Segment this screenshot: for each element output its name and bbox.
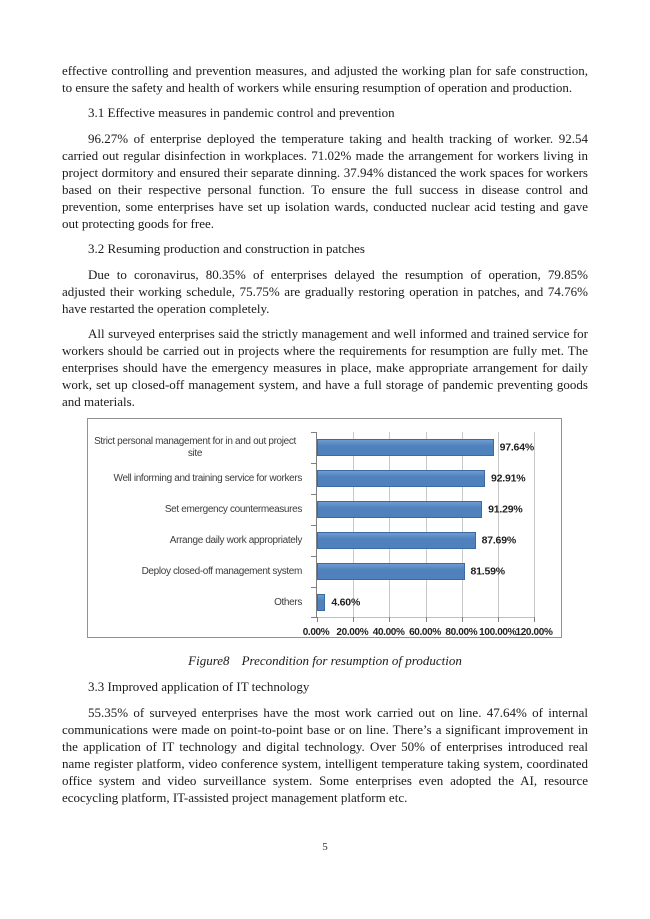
x-axis-tick-label: 0.00% (302, 627, 330, 638)
figure-caption-label: Figure8 (188, 653, 230, 668)
value-axis-tick (317, 617, 318, 622)
paragraph-3-2-b: All surveyed enterprises said the strict… (62, 326, 588, 409)
gridline (353, 432, 355, 617)
x-axis-tick-label: 20.00% (336, 627, 369, 638)
bar (317, 594, 326, 611)
category-axis-tick (311, 463, 317, 464)
chart-plot-area: 97.64% 92.91% 91.29% 87.69% 81.59% 4.60% (311, 432, 535, 622)
bar (317, 439, 494, 456)
x-axis-tick-label: 40.00% (372, 627, 405, 638)
chart-bar-row: 92.91% (311, 463, 534, 494)
value-axis-tick (353, 617, 355, 622)
category-axis-tick (311, 556, 317, 557)
chart-bar-row: 87.69% (311, 525, 534, 556)
paragraph-intro: effective controlling and prevention mea… (62, 63, 588, 95)
category-label-text: Deploy closed-off management system (141, 565, 303, 577)
x-axis-tick-label: 120.00% (515, 627, 553, 638)
bar (317, 532, 476, 549)
paragraph-3-2-a: Due to coronavirus, 80.35% of enterprise… (62, 267, 588, 316)
page-number: 5 (322, 841, 328, 853)
category-label-text: Strict personal management for in and ou… (94, 435, 296, 459)
bar (317, 563, 465, 580)
category-label: Others (88, 587, 309, 618)
value-axis-tick (497, 617, 499, 622)
category-label: Set emergency countermeasures (88, 494, 309, 525)
gridline (461, 432, 463, 617)
x-axis-tick-label: 100.00% (479, 627, 517, 638)
chart-value-axis: 0.00% 20.00% 40.00% 60.00% 80.00% 100.00% 120.… (303, 624, 553, 638)
category-label: Deploy closed-off management system (88, 556, 309, 587)
chart-bar-row: 91.29% (311, 494, 534, 525)
value-label: 87.69% (481, 534, 517, 546)
chart-category-axis: Strict personal management for in and ou… (88, 432, 309, 618)
value-label: 97.64% (499, 441, 535, 453)
category-axis-tick (311, 432, 317, 433)
category-label-text: Arrange daily work appropriately (169, 534, 303, 546)
paragraph-3-3: 55.35% of surveyed enterprises have the … (62, 705, 588, 805)
section-heading-3-3: 3.3 Improved application of IT technolog… (88, 679, 310, 694)
bar (317, 470, 485, 487)
value-label: 92.91% (491, 472, 526, 484)
value-label: 81.59% (470, 565, 506, 577)
chart-bar-row: 4.60% (311, 587, 534, 618)
category-label: Arrange daily work appropriately (88, 525, 309, 556)
gridline (425, 432, 427, 617)
value-axis-tick (534, 617, 535, 622)
x-axis-tick-label: 80.00% (445, 627, 478, 638)
bar (317, 501, 483, 518)
value-axis-tick (389, 617, 391, 622)
category-label: Strict personal management for in and ou… (88, 432, 309, 463)
gridline (389, 432, 391, 617)
paragraph-3-1: 96.27% of enterprise deployed the temper… (62, 131, 588, 231)
x-axis-tick-label: 60.00% (409, 627, 441, 638)
chart-bar-row: 81.59% (311, 556, 534, 587)
value-label: 91.29% (488, 503, 523, 515)
figure8-bar-chart: Strict personal management for in and ou… (62, 418, 588, 638)
category-axis-tick (311, 587, 317, 588)
category-label: Well informing and training service for … (88, 463, 309, 494)
section-heading-3-2: 3.2 Resuming production and construction… (88, 241, 365, 256)
category-axis-tick (311, 494, 317, 495)
document-body: effective controlling and prevention mea… (62, 63, 588, 805)
section-heading-3-1: 3.1 Effective measures in pandemic contr… (88, 105, 395, 120)
gridline (534, 432, 535, 617)
figure-caption: Figure8 Precondition for resumption of pr… (62, 652, 588, 669)
chart-bar-row: 97.64% (311, 432, 535, 463)
category-axis-tick (311, 525, 317, 526)
category-label-text: Well informing and training service for … (113, 472, 303, 484)
value-label: 4.60% (331, 596, 361, 608)
figure-caption-title: Precondition for resumption of productio… (241, 653, 462, 668)
value-axis-tick (425, 617, 427, 622)
category-label-text: Set emergency countermeasures (164, 503, 303, 515)
chart-frame: Strict personal management for in and ou… (87, 418, 562, 638)
gridline (497, 432, 499, 617)
value-axis-tick (461, 617, 463, 622)
category-label-text: Others (274, 596, 302, 608)
category-axis-tick (311, 617, 317, 618)
